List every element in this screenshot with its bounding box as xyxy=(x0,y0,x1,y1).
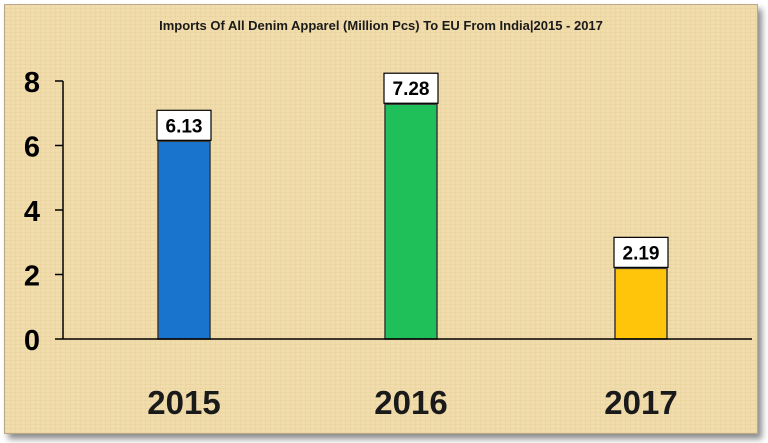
bar-2017 xyxy=(614,267,668,340)
data-label-box xyxy=(156,109,212,141)
bar-2015 xyxy=(157,140,211,340)
x-tick-label: 2015 xyxy=(147,384,220,421)
x-axis: 2015 2016 2017 xyxy=(63,338,752,421)
y-tick-label: 6 xyxy=(24,132,40,164)
y-tick-label: 8 xyxy=(24,67,40,99)
chart-title: Imports Of All Denim Apparel (Million Pc… xyxy=(159,18,603,33)
chart-frame xyxy=(4,4,758,434)
y-axis: 0 2 4 6 8 xyxy=(24,67,64,357)
y-tick-label: 4 xyxy=(24,196,40,228)
bars: 6.13 7.28 2.19 xyxy=(156,72,669,340)
data-label: 2.19 xyxy=(623,243,660,264)
data-label-box xyxy=(383,72,439,104)
x-tick-label: 2017 xyxy=(604,384,677,421)
data-label: 7.28 xyxy=(393,79,430,100)
y-tick-label: 0 xyxy=(24,325,40,357)
data-label-box xyxy=(613,236,669,268)
data-label: 6.13 xyxy=(166,116,203,137)
bar-2016 xyxy=(384,103,438,340)
x-tick-label: 2016 xyxy=(374,384,447,421)
y-tick-label: 2 xyxy=(24,261,40,293)
